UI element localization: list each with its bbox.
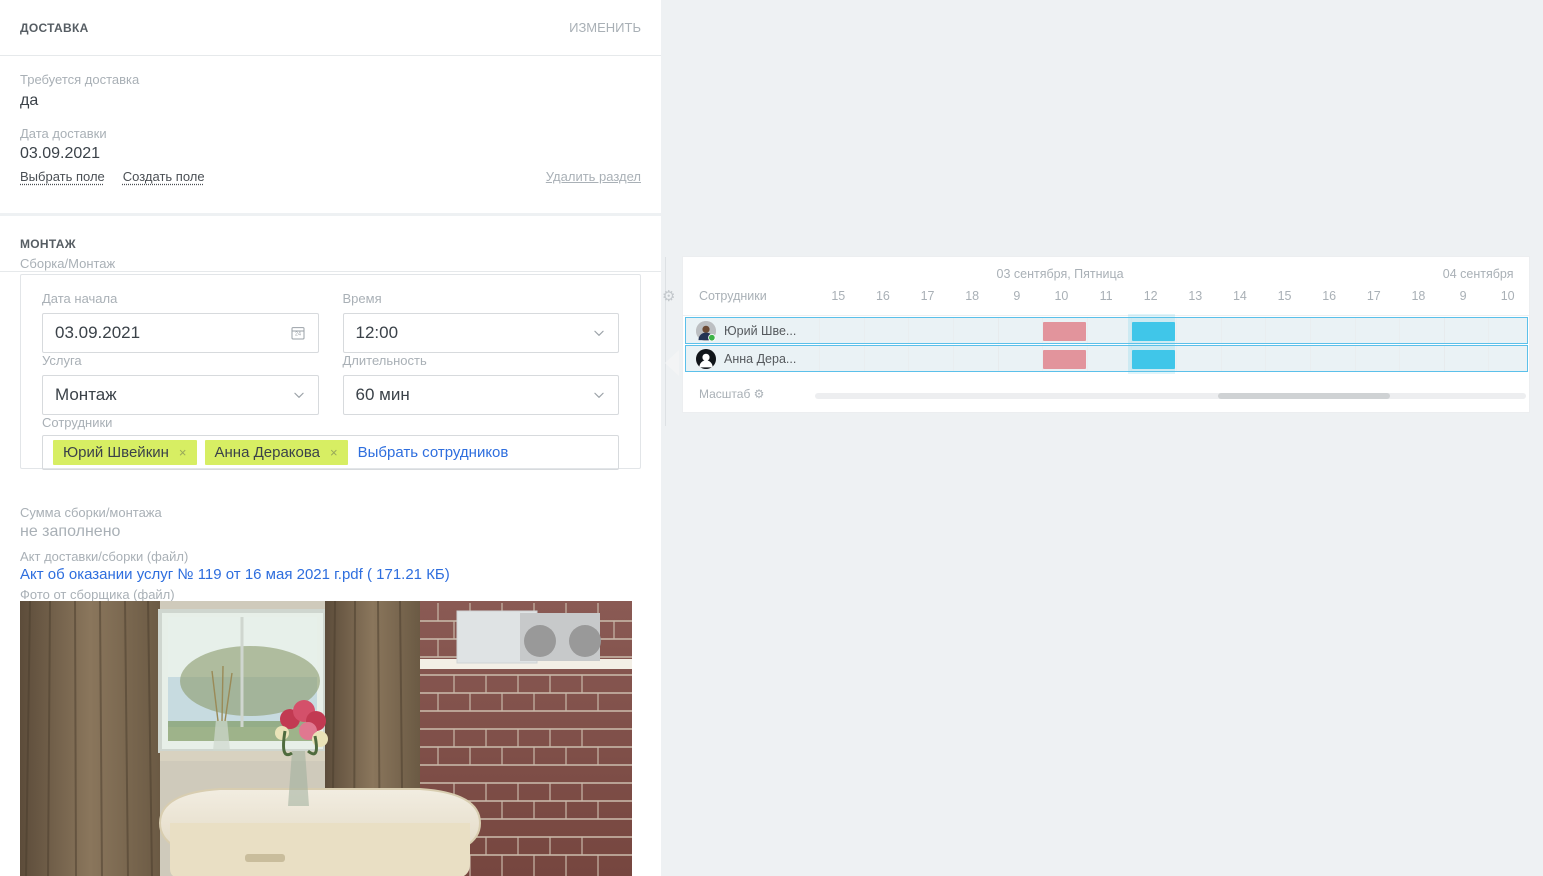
- svg-text:24: 24: [295, 331, 301, 337]
